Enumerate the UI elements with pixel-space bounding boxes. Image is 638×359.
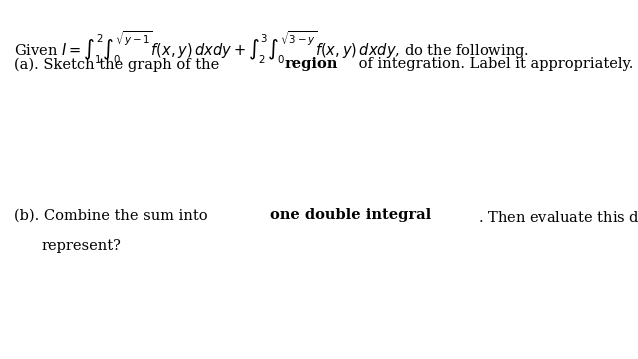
Text: . Then evaluate this double for $f(x, y) = 1$. What does the result: . Then evaluate this double for $f(x, y)… xyxy=(478,208,638,227)
Text: Given $I = \int_1^2 \int_0^{\sqrt{y-1}} f(x, y)\, dxdy + \int_2^3 \int_0^{\sqrt{: Given $I = \int_1^2 \int_0^{\sqrt{y-1}} … xyxy=(14,29,529,66)
Text: one double integral: one double integral xyxy=(270,208,431,222)
Text: of integration. Label it appropriately.: of integration. Label it appropriately. xyxy=(353,57,633,71)
Text: (a). Sketch the graph of the: (a). Sketch the graph of the xyxy=(14,57,224,72)
Text: region: region xyxy=(285,57,338,71)
Text: represent?: represent? xyxy=(41,239,121,253)
Text: (b). Combine the sum into: (b). Combine the sum into xyxy=(14,208,212,222)
